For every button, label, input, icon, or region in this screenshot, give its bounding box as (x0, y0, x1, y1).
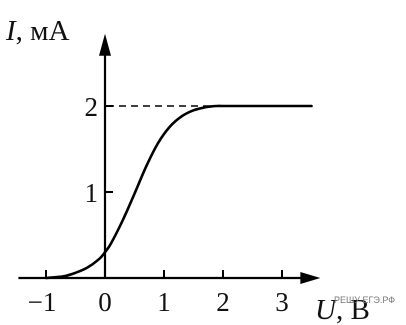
x-axis-arrow-icon (300, 272, 321, 284)
y-tick-label: 2 (85, 92, 99, 122)
y-tick-label: 1 (85, 178, 99, 208)
x-tick-label: 2 (216, 287, 230, 317)
y-axis-arrow-icon (99, 33, 111, 56)
y-ticks: 12 (85, 92, 113, 208)
x-tick-label: 1 (157, 287, 171, 317)
y-axis-unit: , мА (16, 15, 70, 47)
plot-area: −1 0 1 2 3 12 (18, 33, 321, 317)
y-axis-label: I, мА (5, 15, 70, 47)
x-axis-unit: , В (336, 294, 370, 325)
x-axis-label: U, В (315, 294, 370, 325)
x-tick-label: 0 (98, 287, 112, 317)
x-tick-label: 3 (275, 287, 289, 317)
x-ticks: −1 0 1 2 3 (28, 270, 289, 317)
x-tick-label: −1 (28, 287, 57, 317)
series-line (44, 104, 313, 280)
watermark: РЕШУ ЕГЭ.РФ (334, 295, 395, 305)
x-axis-symbol: U (315, 294, 338, 325)
y-axis-symbol: I (5, 15, 17, 47)
